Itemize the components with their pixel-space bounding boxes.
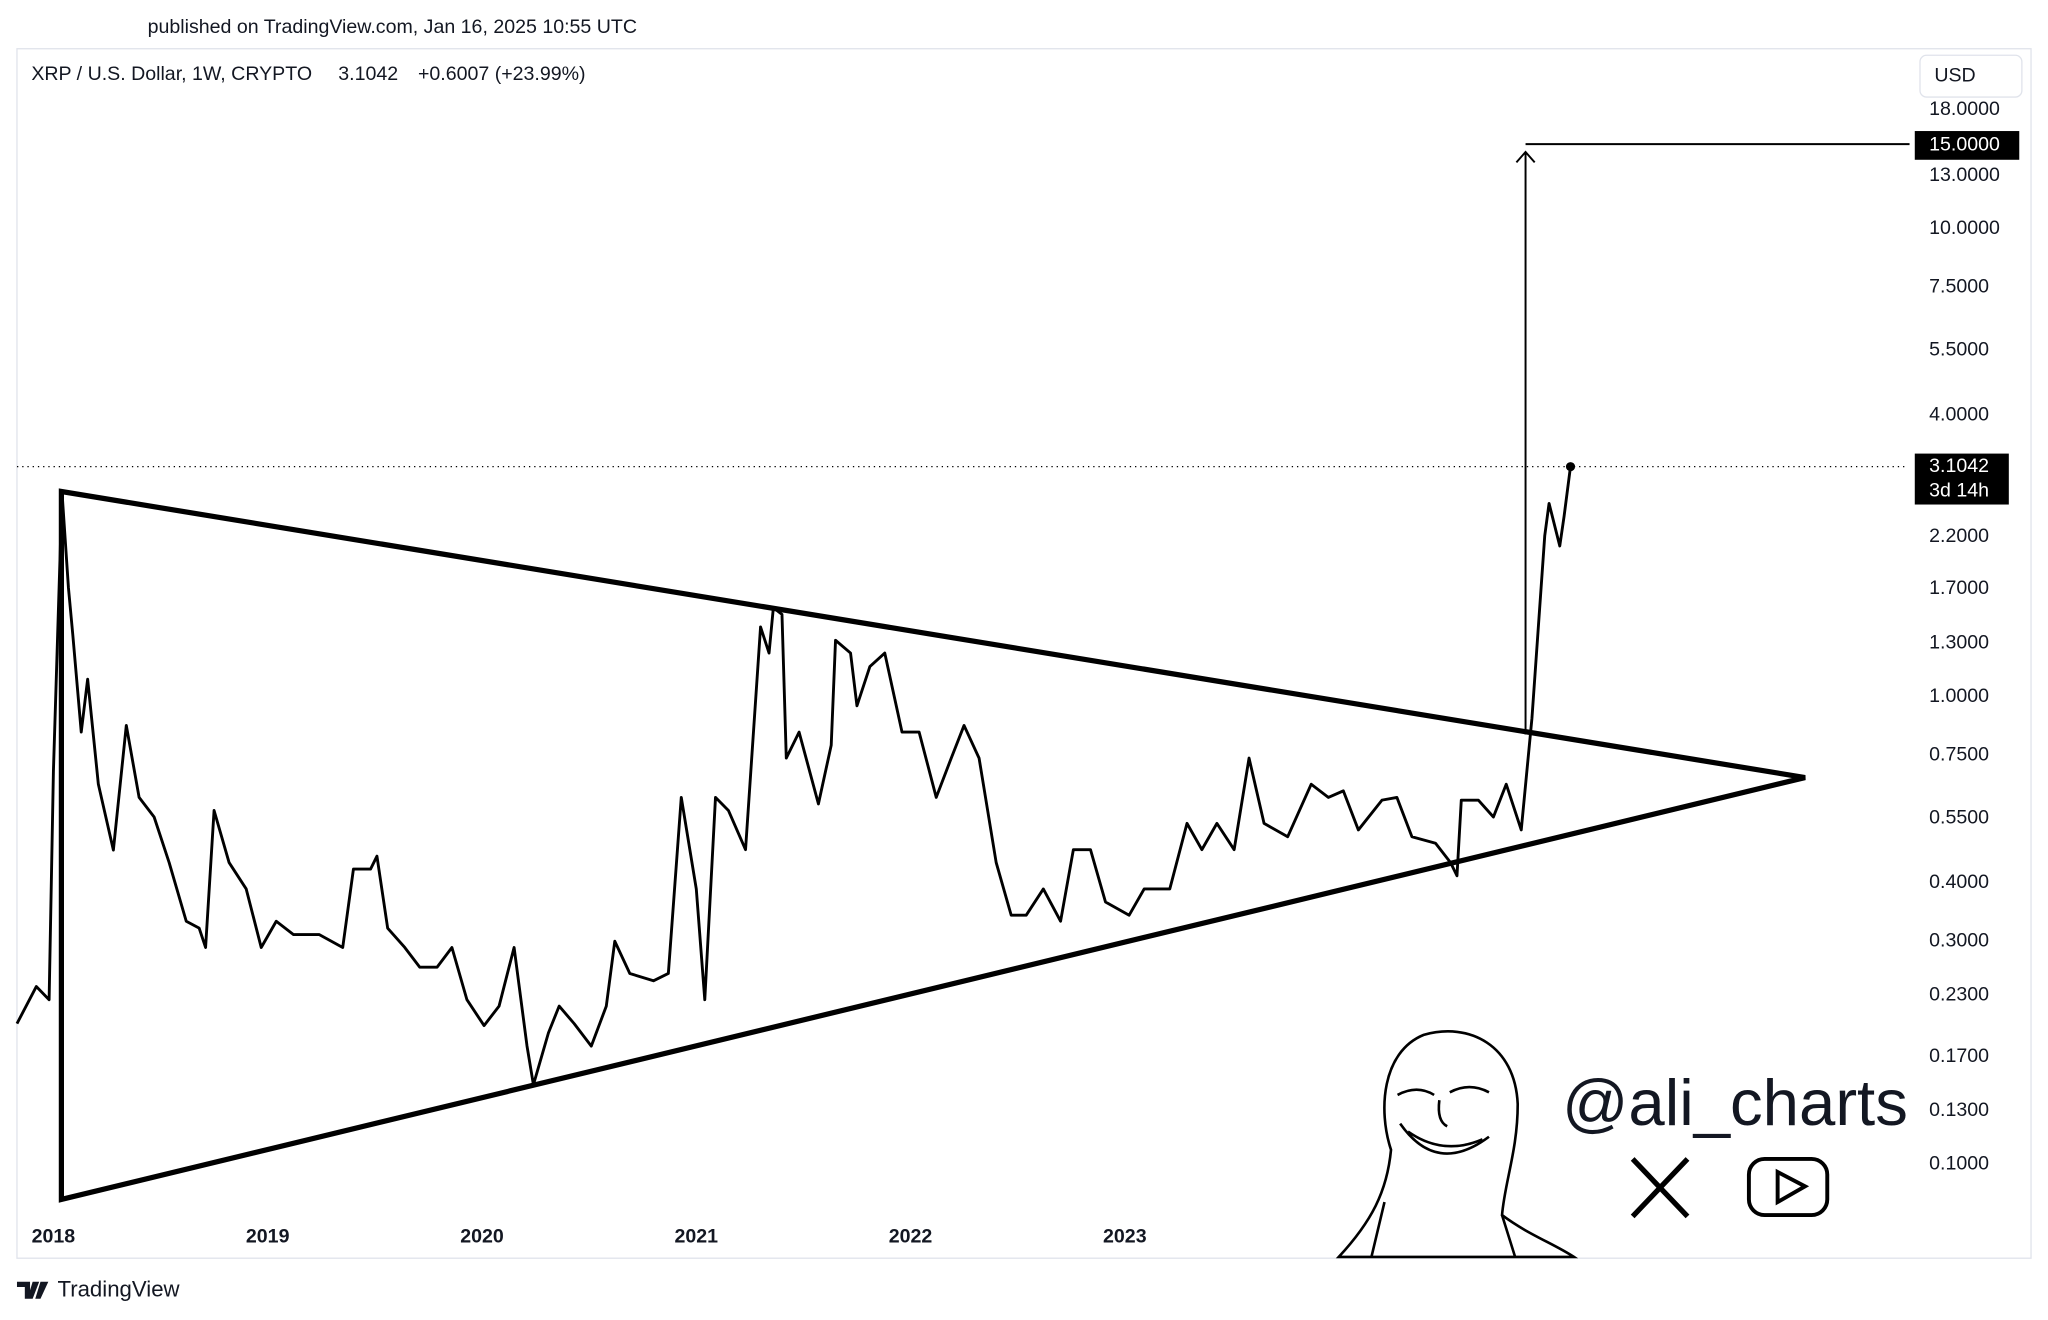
header-price: 3.1042 bbox=[338, 63, 398, 85]
x-tick-label: 2021 bbox=[674, 1225, 718, 1247]
x-tick-label: 2023 bbox=[1103, 1225, 1147, 1247]
x-tick-label: 2019 bbox=[246, 1225, 290, 1247]
youtube-icon[interactable] bbox=[1746, 1156, 1830, 1218]
currency: USD bbox=[1934, 64, 1975, 86]
y-tick-label: 4.0000 bbox=[1929, 403, 1989, 425]
y-tick-label: 0.1700 bbox=[1929, 1045, 1989, 1067]
plot: 18.0000 13.0000 10.0000 7.5000 5.5000 4.0000 2… bbox=[15, 98, 2020, 1247]
currency-button[interactable] bbox=[1919, 54, 2023, 98]
symbol: XRP / U.S. Dollar, 1W, CRYPTO bbox=[31, 63, 312, 85]
target-label: 15.0000 bbox=[1929, 134, 2000, 156]
y-tick-label: 0.4000 bbox=[1929, 871, 1989, 893]
y-tick-label: 0.7500 bbox=[1929, 743, 1989, 765]
avatar bbox=[1335, 1030, 1579, 1259]
handle: @ali_charts bbox=[1562, 1066, 1908, 1139]
y-tick-label: 18.0000 bbox=[1929, 98, 2000, 120]
y-tick-label: 0.1300 bbox=[1929, 1099, 1989, 1121]
y-tick-label: 7.5000 bbox=[1929, 276, 1989, 298]
y-tick-label: 0.5500 bbox=[1929, 806, 1989, 828]
y-tick-label: 0.2300 bbox=[1929, 983, 1989, 1005]
y-tick-label: 1.7000 bbox=[1929, 577, 1989, 599]
y-tick-label: 10.0000 bbox=[1929, 217, 2000, 239]
countdown: 3d 14h bbox=[1929, 480, 1989, 502]
target-arrow bbox=[1515, 143, 1910, 735]
y-tick-label: 5.5000 bbox=[1929, 339, 1989, 361]
triangle-pattern bbox=[58, 488, 1806, 1203]
price-tag bbox=[1914, 453, 2009, 505]
x-icon[interactable] bbox=[1630, 1157, 1690, 1219]
y-tick-label: 1.3000 bbox=[1929, 632, 1989, 654]
published-note: published on TradingView.com, Jan 16, 20… bbox=[148, 16, 637, 38]
price-tag-label: 3.1042 bbox=[1929, 455, 1989, 477]
brand-logo bbox=[16, 1281, 49, 1299]
y-tick-label: 2.2000 bbox=[1929, 525, 1989, 547]
y-tick-label: 13.0000 bbox=[1929, 164, 2000, 186]
y-tick-label: 1.0000 bbox=[1929, 685, 1989, 707]
x-tick-label: 2022 bbox=[889, 1225, 933, 1247]
x-tick-label: 2020 bbox=[460, 1225, 504, 1247]
price-line bbox=[15, 466, 1572, 1087]
y-tick-label: 0.1000 bbox=[1929, 1153, 1989, 1175]
header-change: +0.6007 (+23.99%) bbox=[418, 63, 586, 85]
last-point bbox=[1565, 462, 1576, 472]
chart-frame bbox=[16, 48, 2032, 1259]
y-tick-label: 0.3000 bbox=[1929, 929, 1989, 951]
x-tick-label: 2018 bbox=[32, 1225, 76, 1247]
brand: TradingView bbox=[57, 1277, 180, 1302]
target-tag bbox=[1914, 131, 2020, 160]
